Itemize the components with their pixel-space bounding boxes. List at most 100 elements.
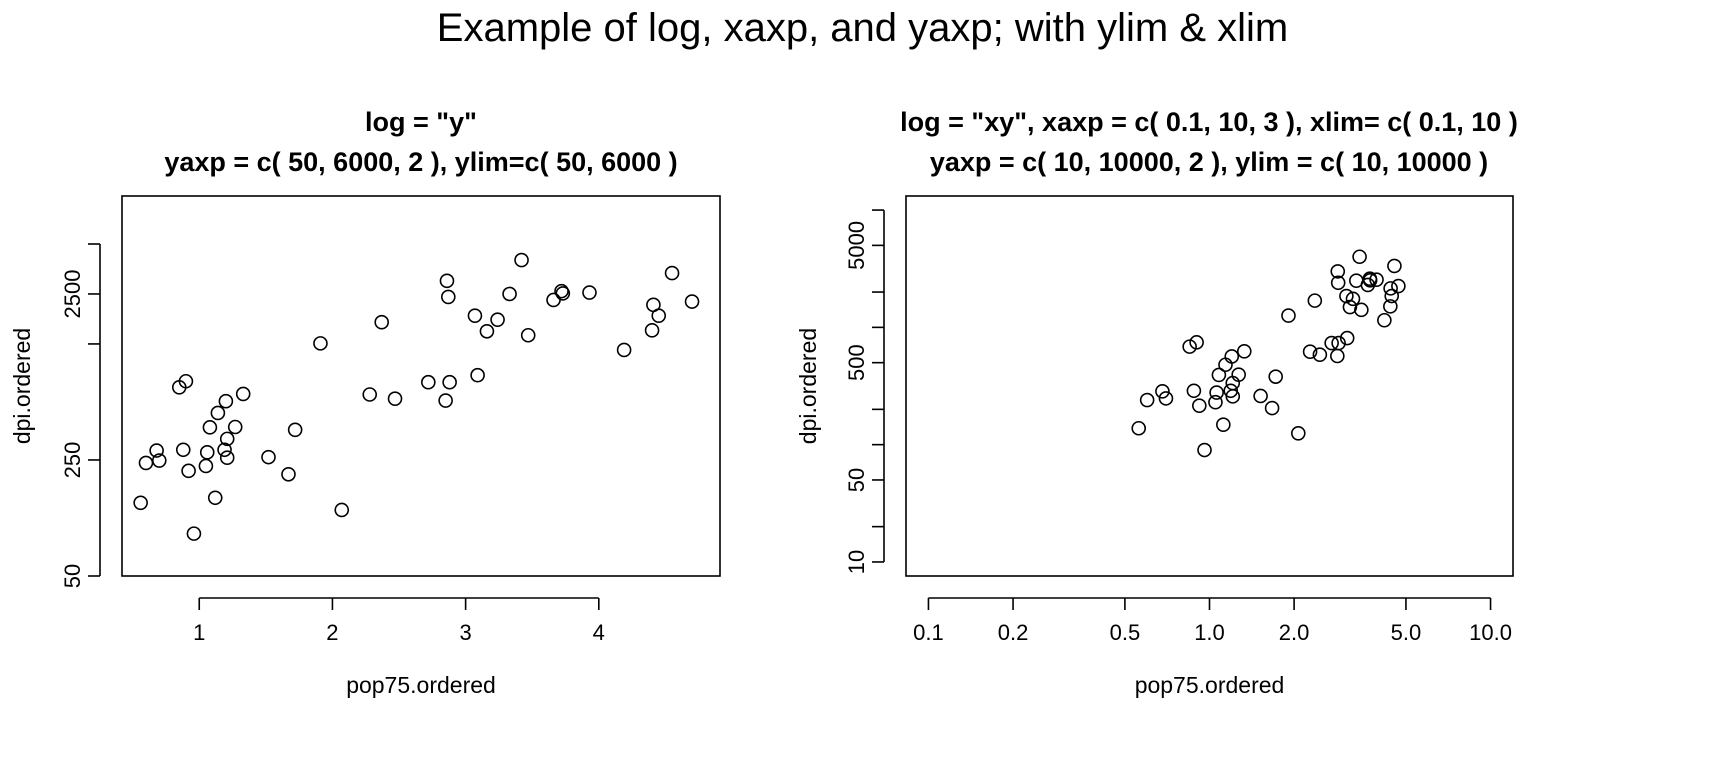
data-point <box>1231 367 1246 382</box>
y-axis-label: dpi.ordered <box>9 328 35 444</box>
data-point <box>1218 357 1233 373</box>
data-point <box>555 286 571 301</box>
data-point <box>616 342 632 358</box>
x-tick-label: 5.0 <box>1391 620 1422 645</box>
data-point <box>1155 384 1170 399</box>
data-point <box>1189 335 1204 350</box>
data-point <box>554 283 569 299</box>
data-point <box>651 308 667 323</box>
data-point <box>287 422 303 438</box>
data-point <box>1281 308 1296 323</box>
x-tick-label: 2.0 <box>1279 620 1310 645</box>
x-tick-label: 3 <box>459 620 471 645</box>
panel-title-line1: log = "xy", xaxp = c( 0.1, 10, 3 ), xlim… <box>900 107 1518 137</box>
data-point <box>1253 388 1268 404</box>
x-tick-label: 0.5 <box>1110 620 1141 645</box>
y-tick-label: 50 <box>60 564 85 588</box>
data-point <box>1383 299 1398 314</box>
data-point <box>149 443 164 458</box>
data-point <box>1268 369 1283 384</box>
data-point <box>374 314 390 330</box>
data-point <box>178 373 194 389</box>
data-point <box>175 442 191 458</box>
data-point <box>1331 335 1346 351</box>
data-point <box>1384 288 1400 304</box>
data-point <box>261 449 276 465</box>
data-point <box>684 294 700 309</box>
data-point <box>334 502 350 518</box>
data-point <box>1330 275 1346 291</box>
data-point <box>1237 344 1252 359</box>
data-point <box>1339 330 1355 346</box>
y-axis-label: dpi.ordered <box>795 328 821 444</box>
y-tick-label: 500 <box>844 344 869 381</box>
x-axis-label: pop75.ordered <box>1135 672 1285 698</box>
left-panel: log = "y" yaxp = c( 50, 6000, 2 ), ylim=c… <box>9 107 721 698</box>
y-tick-label: 250 <box>60 442 85 479</box>
data-point <box>1211 367 1227 383</box>
data-point <box>438 393 453 408</box>
data-point <box>1225 389 1241 404</box>
data-point <box>470 367 485 383</box>
data-point <box>1290 425 1306 441</box>
data-point <box>207 490 223 506</box>
data-point <box>582 285 597 300</box>
data-point <box>1208 394 1223 410</box>
data-point <box>227 419 243 435</box>
data-point <box>546 292 561 308</box>
data-point <box>362 387 378 402</box>
data-point <box>387 391 403 406</box>
panel-title-line2: yaxp = c( 50, 6000, 2 ), ylim=c( 50, 600… <box>164 147 677 177</box>
data-point <box>1182 339 1197 354</box>
data-point <box>1324 335 1339 351</box>
data-point <box>439 273 455 289</box>
data-point <box>199 445 215 460</box>
data-point <box>186 526 202 541</box>
data-point <box>1387 258 1402 274</box>
data-point <box>219 450 235 465</box>
data-point <box>1158 391 1174 406</box>
data-point <box>181 463 196 479</box>
data-point <box>1139 392 1155 408</box>
plot-frame <box>121 195 721 577</box>
y-tick-label: 50 <box>844 468 869 492</box>
x-tick-label: 10.0 <box>1469 620 1512 645</box>
data-point <box>313 336 328 351</box>
data-point <box>1342 299 1358 315</box>
data-point <box>218 393 234 409</box>
data-point <box>1264 400 1280 416</box>
data-point <box>490 312 505 327</box>
data-point <box>442 374 457 390</box>
y-tick-label: 5000 <box>844 221 869 270</box>
data-point <box>644 323 660 338</box>
data-point <box>210 405 226 421</box>
data-point <box>1352 249 1367 265</box>
right-panel: log = "xy", xaxp = c( 0.1, 10, 3 ), xlim… <box>795 107 1518 698</box>
data-point <box>1186 383 1202 399</box>
data-point <box>138 455 154 471</box>
y-tick-label: 10 <box>844 550 869 574</box>
data-point <box>235 386 251 402</box>
data-point <box>133 495 148 511</box>
data-point <box>1345 291 1361 307</box>
data-point <box>1377 312 1392 328</box>
data-point <box>198 458 214 474</box>
data-point <box>1362 272 1378 288</box>
data-point <box>520 327 536 343</box>
data-point <box>514 252 529 268</box>
data-point <box>217 442 232 458</box>
page-title: Example of log, xaxp, and yaxp; with yli… <box>436 6 1289 50</box>
panel-title-line1: log = "y" <box>365 107 477 137</box>
data-point <box>1391 278 1406 294</box>
data-point <box>1330 264 1346 279</box>
x-tick-label: 2 <box>326 620 338 645</box>
data-point <box>502 286 517 302</box>
data-point <box>1302 344 1318 360</box>
data-point <box>151 453 167 468</box>
data-point <box>1131 420 1147 436</box>
data-point <box>1354 302 1369 318</box>
x-axis-label: pop75.ordered <box>346 672 496 698</box>
x-tick-label: 4 <box>593 620 605 645</box>
x-tick-label: 1 <box>193 620 205 645</box>
